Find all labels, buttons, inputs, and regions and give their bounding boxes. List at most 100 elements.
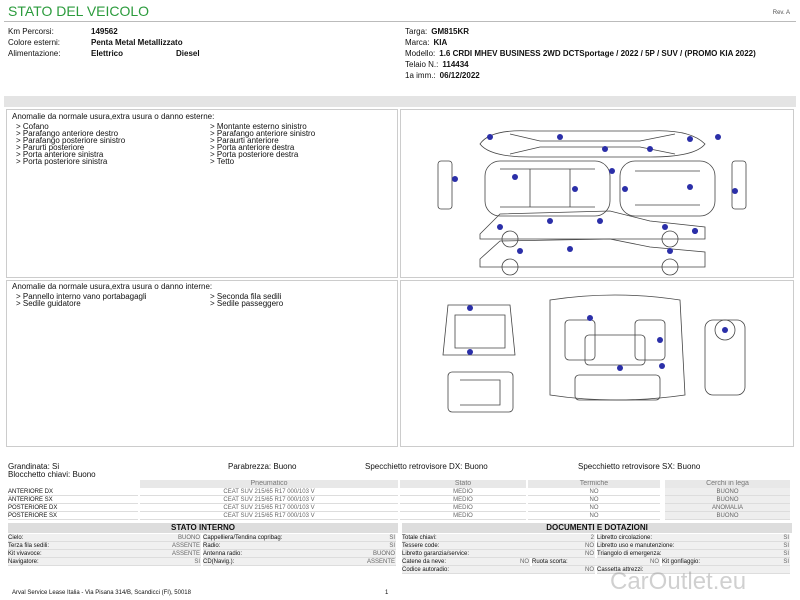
field-label: Tessere code:	[402, 542, 595, 550]
info-value: KIA	[433, 38, 448, 47]
interior-diagram-panel	[400, 280, 794, 447]
exterior-list: > Cofano > Parafango anteriore destro > Pa…	[16, 122, 201, 166]
info-value: Diesel	[176, 49, 200, 58]
damage-item: > Sedile guidatore	[16, 299, 81, 308]
field-value: ASSENTE	[171, 551, 200, 557]
field-value: ASSENTE	[171, 543, 200, 549]
column-header: Stato	[400, 480, 526, 488]
exterior-list: > Montante esterno sinistro > Parafango a…	[210, 122, 395, 166]
damage-item: > Paraurti anteriore	[210, 136, 279, 145]
tyre-cell: CEAT SUV 215/65 R17 000/103 V	[140, 504, 398, 512]
condition: Blocchetto chiavi: Buono	[8, 470, 96, 479]
exterior-panel	[6, 109, 398, 278]
field-label: Radio:	[203, 542, 396, 550]
bar	[4, 96, 796, 107]
condition: Grandinata: Si	[8, 462, 60, 471]
damage-item: > Parurti posteriore	[16, 143, 85, 152]
info-row: Marca: KIA	[405, 38, 790, 48]
tyre-position: ANTERIORE DX	[8, 488, 138, 496]
interior-list: > Pannello interno vano portabagagli > Se…	[16, 292, 201, 308]
column-header: Pneumatico	[140, 480, 398, 488]
info-value: 1.6 CRDI MHEV BUSINESS 2WD DCTSportage /…	[439, 49, 756, 58]
tyre-cell: MEDIO	[400, 512, 526, 520]
field-label: Libretto garanzia/service:	[402, 550, 595, 558]
field-label: Cappelliera/Tendina copribag:	[203, 534, 396, 542]
table-title: STATO INTERNO	[8, 523, 398, 533]
exterior-diagram	[437, 130, 747, 276]
tyre-cell: CEAT SUV 215/65 R17 000/103 V	[140, 496, 398, 504]
field-value: SI	[783, 551, 789, 557]
damage-item: > Pannello interno vano portabagagli	[16, 292, 147, 301]
tyre-position: POSTERIORE DX	[8, 504, 138, 512]
info-value: 06/12/2022	[439, 71, 480, 80]
info-label: Modello:	[405, 49, 436, 58]
exterior-title: Anomalie da normale usura,extra usura o …	[12, 112, 215, 121]
damage-item: > Sedile passeggero	[210, 299, 284, 308]
damage-item: > Porta posteriore sinistra	[16, 157, 108, 166]
info-row: Modello: 1.6 CRDI MHEV BUSINESS 2WD DCTSp…	[405, 49, 790, 59]
tyre-position: POSTERIORE SX	[8, 512, 138, 520]
damage-item: > Cofano	[16, 122, 49, 131]
info-value: Elettrico	[91, 49, 124, 58]
damage-item: > Porta anteriore sinistra	[16, 150, 104, 159]
field-value: NO	[520, 559, 529, 565]
table-header: Pneumatico Stato Termiche Cerchi in lega	[8, 480, 792, 488]
tyre-position: ANTERIORE SX	[8, 496, 138, 504]
damage-item: > Porta posteriore destra	[210, 150, 299, 159]
field-label: Kit gonfiaggio:	[662, 558, 790, 566]
info-label: Alimentazione:	[8, 49, 61, 58]
damage-item: > Montante esterno sinistro	[210, 122, 307, 131]
tyre-cell: MEDIO	[400, 496, 526, 504]
interior-list: > Seconda fila sedili > Sedile passeggero	[210, 293, 395, 308]
info-value: 114434	[442, 60, 469, 69]
interior-title: Anomalie da normale usura,extra usura o …	[12, 282, 213, 291]
documents-table: DOCUMENTI E DOTAZIONI Totale chiavi: 2 Libr…	[402, 523, 792, 575]
field-value: 2	[590, 535, 594, 541]
column-header: Cerchi in lega	[665, 480, 790, 488]
field-value: NO	[650, 559, 659, 565]
field-label: CD(Navig.):	[203, 558, 396, 566]
field-value: SI	[389, 535, 395, 541]
info-row: 1a imm.: 06/12/2022	[405, 71, 790, 81]
tyre-cell: ANOMALIA	[665, 504, 790, 512]
info-value: GM815KR	[431, 27, 470, 36]
field-label: Ruota scorta:	[532, 558, 660, 566]
field-label: Libretto circolazione:	[597, 534, 790, 542]
tyre-cell: BUONO	[665, 488, 790, 496]
tyre-cell: MEDIO	[400, 488, 526, 496]
info-label: Targa:	[405, 27, 428, 36]
field-label: Cassetta attrezzi:	[597, 566, 790, 574]
field-label: Totale chiavi:	[402, 534, 595, 542]
interior-diagram	[442, 294, 746, 413]
field-value: SI	[783, 535, 789, 541]
field-label: Catene da neve:	[402, 558, 530, 566]
damage-item: > Parafango anteriore destro	[16, 129, 119, 138]
page-number: 1	[385, 590, 389, 596]
field-value: SI	[783, 559, 789, 565]
field-label: Cielo:	[8, 534, 201, 542]
tyre-cell: NO	[528, 488, 660, 496]
field-label: Terza fila sedili:	[8, 542, 201, 550]
tyre-cell: NO	[528, 496, 660, 504]
tyre-cell: BUONO	[665, 496, 790, 504]
info-row: Targa: GM815KR	[405, 27, 790, 37]
conditions: Grandinata: Si Blocchetto chiavi: Buono Pa…	[8, 462, 792, 480]
field-label: Codice autoradio:	[402, 566, 595, 574]
damage-item: > Parafango anteriore sinistro	[210, 129, 316, 138]
info-label: Km Percorsi:	[8, 27, 54, 36]
rule	[4, 21, 796, 22]
field-label: Navigatore:	[8, 558, 201, 566]
field-value: NO	[585, 551, 594, 557]
tyre-cell: CEAT SUV 215/65 R17 000/103 V	[140, 512, 398, 520]
field-value: BUONO	[372, 551, 395, 557]
condition: Specchietto retrovisore SX: Buono	[578, 462, 701, 471]
exterior-diagram-panel	[400, 109, 794, 278]
footer-address: Arval Service Lease Italia - Via Pisana …	[12, 590, 191, 596]
tyre-cell: MEDIO	[400, 504, 526, 512]
info-label: Marca:	[405, 38, 430, 47]
table-title: DOCUMENTI E DOTAZIONI	[402, 523, 792, 533]
tyre-cell: CEAT SUV 215/65 R17 000/103 V	[140, 488, 398, 496]
field-value: NO	[585, 567, 594, 573]
field-value: ASSENTE	[366, 559, 395, 565]
